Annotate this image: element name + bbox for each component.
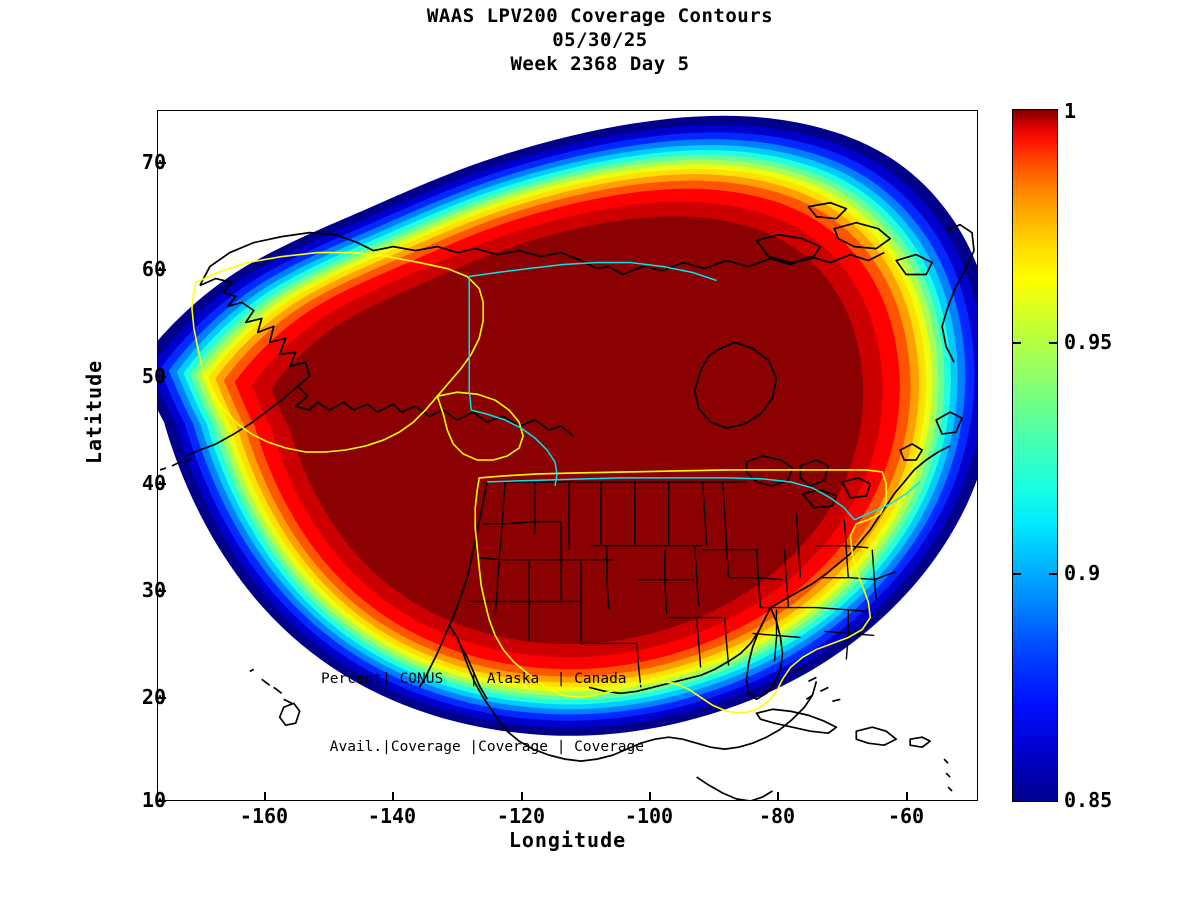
colorbar xyxy=(1012,109,1058,802)
xtick-mark-120 xyxy=(521,792,523,801)
map-canvas xyxy=(158,111,977,800)
colorbar-label-1: 1 xyxy=(1064,99,1077,123)
colorbar-tick-09-left xyxy=(1013,573,1021,575)
coastline-layer xyxy=(159,201,975,800)
y-axis-label: Latitude xyxy=(82,359,106,465)
xtick-mark-80 xyxy=(777,792,779,801)
colorbar-tick-095-left xyxy=(1013,342,1021,344)
service-volume-cyan xyxy=(468,261,921,521)
xtick-mark-100 xyxy=(649,792,651,801)
state-borders-layer xyxy=(469,481,897,688)
ytick-mark-20 xyxy=(157,697,166,699)
ytick-label-60: 60 xyxy=(141,257,166,281)
colorbar-gradient xyxy=(1013,110,1057,801)
xtick-label-140: -140 xyxy=(367,804,417,828)
colorbar-tick-09-right xyxy=(1049,573,1057,575)
ytick-label-10: 10 xyxy=(141,788,166,812)
xtick-label-80: -80 xyxy=(758,804,796,828)
xtick-label-60: -60 xyxy=(887,804,925,828)
xtick-mark-140 xyxy=(392,792,394,801)
xtick-mark-60 xyxy=(906,792,908,801)
ytick-mark-60 xyxy=(157,269,166,271)
ytick-label-20: 20 xyxy=(141,685,166,709)
coverage-contour-field xyxy=(158,115,977,736)
ytick-mark-40 xyxy=(157,483,166,485)
ytick-mark-70 xyxy=(157,162,166,164)
colorbar-label-085: 0.85 xyxy=(1064,788,1113,812)
title-line-2: 05/30/25 xyxy=(552,29,648,51)
coverage-map-plot: Percent| CONUS | Alaska | Canada Avail.|… xyxy=(157,110,978,801)
ytick-label-70: 70 xyxy=(141,150,166,174)
xtick-label-120: -120 xyxy=(496,804,546,828)
colorbar-label-09: 0.9 xyxy=(1064,561,1101,585)
title-line-1: WAAS LPV200 Coverage Contours xyxy=(426,5,774,27)
xtick-label-160: -160 xyxy=(239,804,289,828)
ytick-label-30: 30 xyxy=(141,578,166,602)
ytick-mark-10 xyxy=(157,800,166,802)
ytick-label-50: 50 xyxy=(141,364,166,388)
service-volume-yellow xyxy=(191,251,888,715)
geographic-overlay xyxy=(159,201,975,800)
ytick-label-40: 40 xyxy=(141,471,166,495)
colorbar-label-095: 0.95 xyxy=(1064,330,1113,354)
colorbar-tick-095-right xyxy=(1049,342,1057,344)
ytick-mark-30 xyxy=(157,590,166,592)
x-axis-label: Longitude xyxy=(508,828,627,852)
ytick-mark-50 xyxy=(157,376,166,378)
xtick-mark-160 xyxy=(264,792,266,801)
page-title: WAAS LPV200 Coverage Contours 05/30/25 W… xyxy=(0,4,1200,76)
title-line-3: Week 2368 Day 5 xyxy=(510,53,690,75)
xtick-label-100: -100 xyxy=(624,804,674,828)
